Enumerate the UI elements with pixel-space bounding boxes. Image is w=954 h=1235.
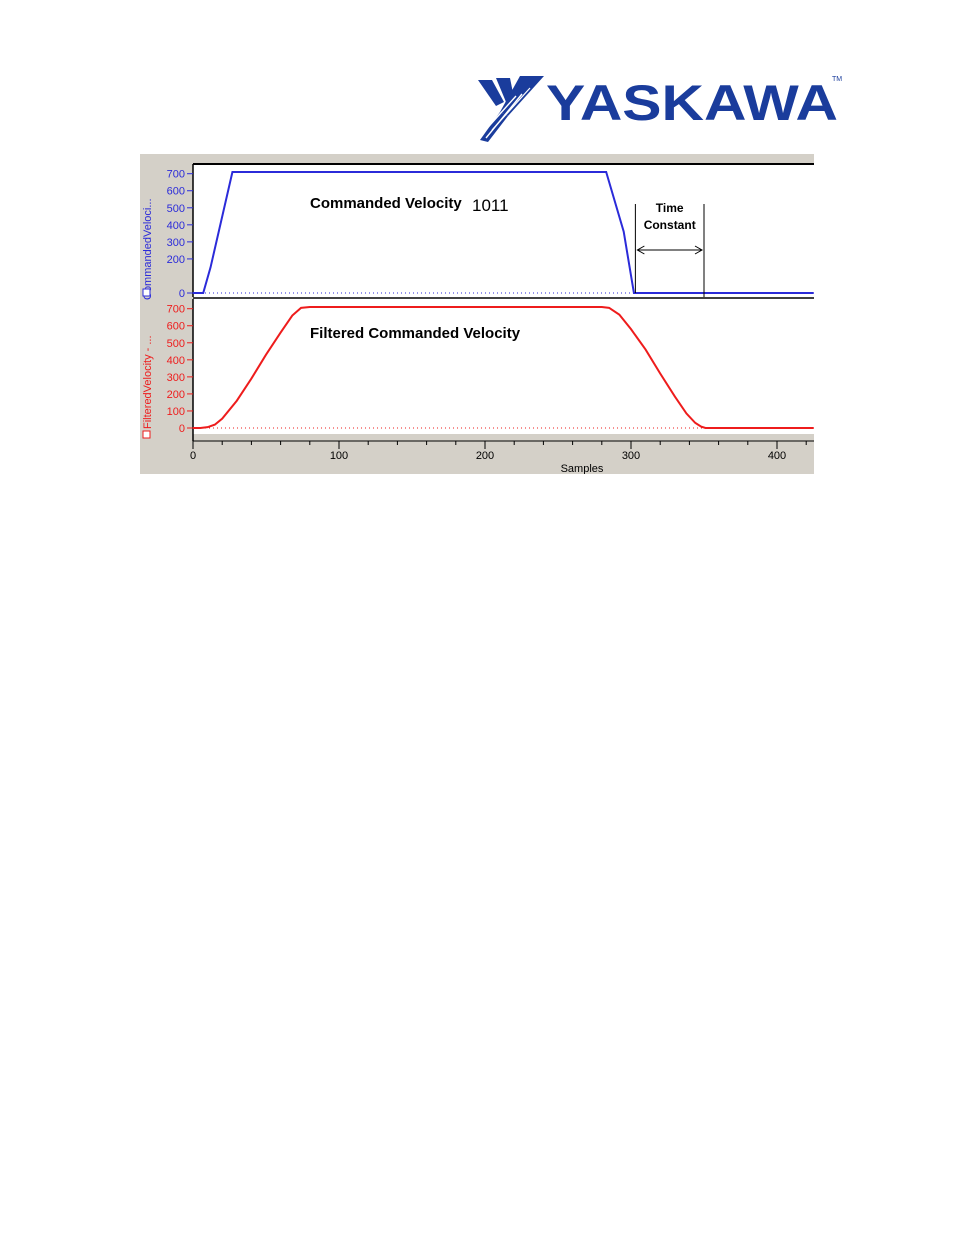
- top-plot-area: [193, 164, 814, 297]
- bottom-y-tick-label: 0: [179, 423, 185, 435]
- top-chart-title-suffix: 1011: [472, 196, 509, 215]
- x-tick-label: 200: [476, 450, 494, 462]
- yaskawa-logo: YASKAWA TM: [478, 75, 842, 142]
- x-tick-label: 100: [330, 450, 348, 462]
- trademark-symbol: TM: [832, 76, 842, 83]
- brand-wordmark: YASKAWA: [546, 75, 838, 131]
- bottom-y-tick-label: 100: [167, 406, 185, 418]
- bottom-y-tick-label: 200: [167, 389, 185, 401]
- time-constant-annotation: Time Constant: [634, 201, 705, 428]
- top-y-tick-label: 200: [167, 254, 185, 266]
- bottom-y-tick-label: 400: [167, 355, 185, 367]
- panel-splitter[interactable]: [193, 297, 814, 299]
- velocity-chart: 0 200 300 400 500 600 700 Commanded Velocity 1…: [142, 163, 814, 474]
- bottom-legend-marker-icon: [142, 430, 151, 439]
- arrow-right-head-icon: [694, 245, 704, 255]
- time-constant-label-line1: Time: [656, 201, 684, 215]
- bottom-y-ticks: 0 100 200 300 400 500 600 700: [167, 304, 193, 435]
- x-ticks: 0 100 200 300 400: [190, 441, 807, 462]
- time-constant-label-line2: Constant: [644, 218, 696, 232]
- top-y-tick-label: 600: [167, 186, 185, 198]
- x-tick-label: 0: [190, 450, 196, 462]
- filtered-velocity-line: [193, 306, 814, 429]
- arrow-left-head-icon: [636, 245, 645, 255]
- bottom-y-tick-label: 700: [167, 304, 185, 316]
- bottom-y-tick-label: 500: [167, 338, 185, 350]
- bottom-y-tick-label: 300: [167, 372, 185, 384]
- bottom-chart-title: Filtered Commanded Velocity: [310, 325, 521, 342]
- top-y-tick-label: 300: [167, 237, 185, 249]
- velocity-plot-window: 0 200 300 400 500 600 700 Commanded Velocity 1…: [140, 154, 814, 474]
- top-y-tick-label: 700: [167, 169, 185, 181]
- top-y-tick-label: 400: [167, 220, 185, 232]
- top-legend-marker-icon: [142, 288, 151, 297]
- top-y-tick-label: 500: [167, 203, 185, 215]
- bottom-plot-area: [193, 299, 814, 434]
- top-y-tick-label: 0: [179, 288, 185, 300]
- x-tick-label: 300: [622, 450, 640, 462]
- top-y-ticks: 0 200 300 400 500 600 700: [167, 169, 193, 300]
- bottom-y-tick-label: 600: [167, 321, 185, 333]
- yaskawa-symbol-icon: [478, 76, 544, 142]
- x-tick-label: 400: [768, 450, 786, 462]
- top-y-axis-label: CommandedVeloci...: [142, 199, 154, 301]
- x-axis-label: Samples: [561, 463, 604, 474]
- commanded-velocity-line: [193, 171, 814, 294]
- top-chart-title: Commanded Velocity: [310, 195, 462, 212]
- bottom-y-axis-label: FilteredVelocity - ...: [142, 335, 154, 429]
